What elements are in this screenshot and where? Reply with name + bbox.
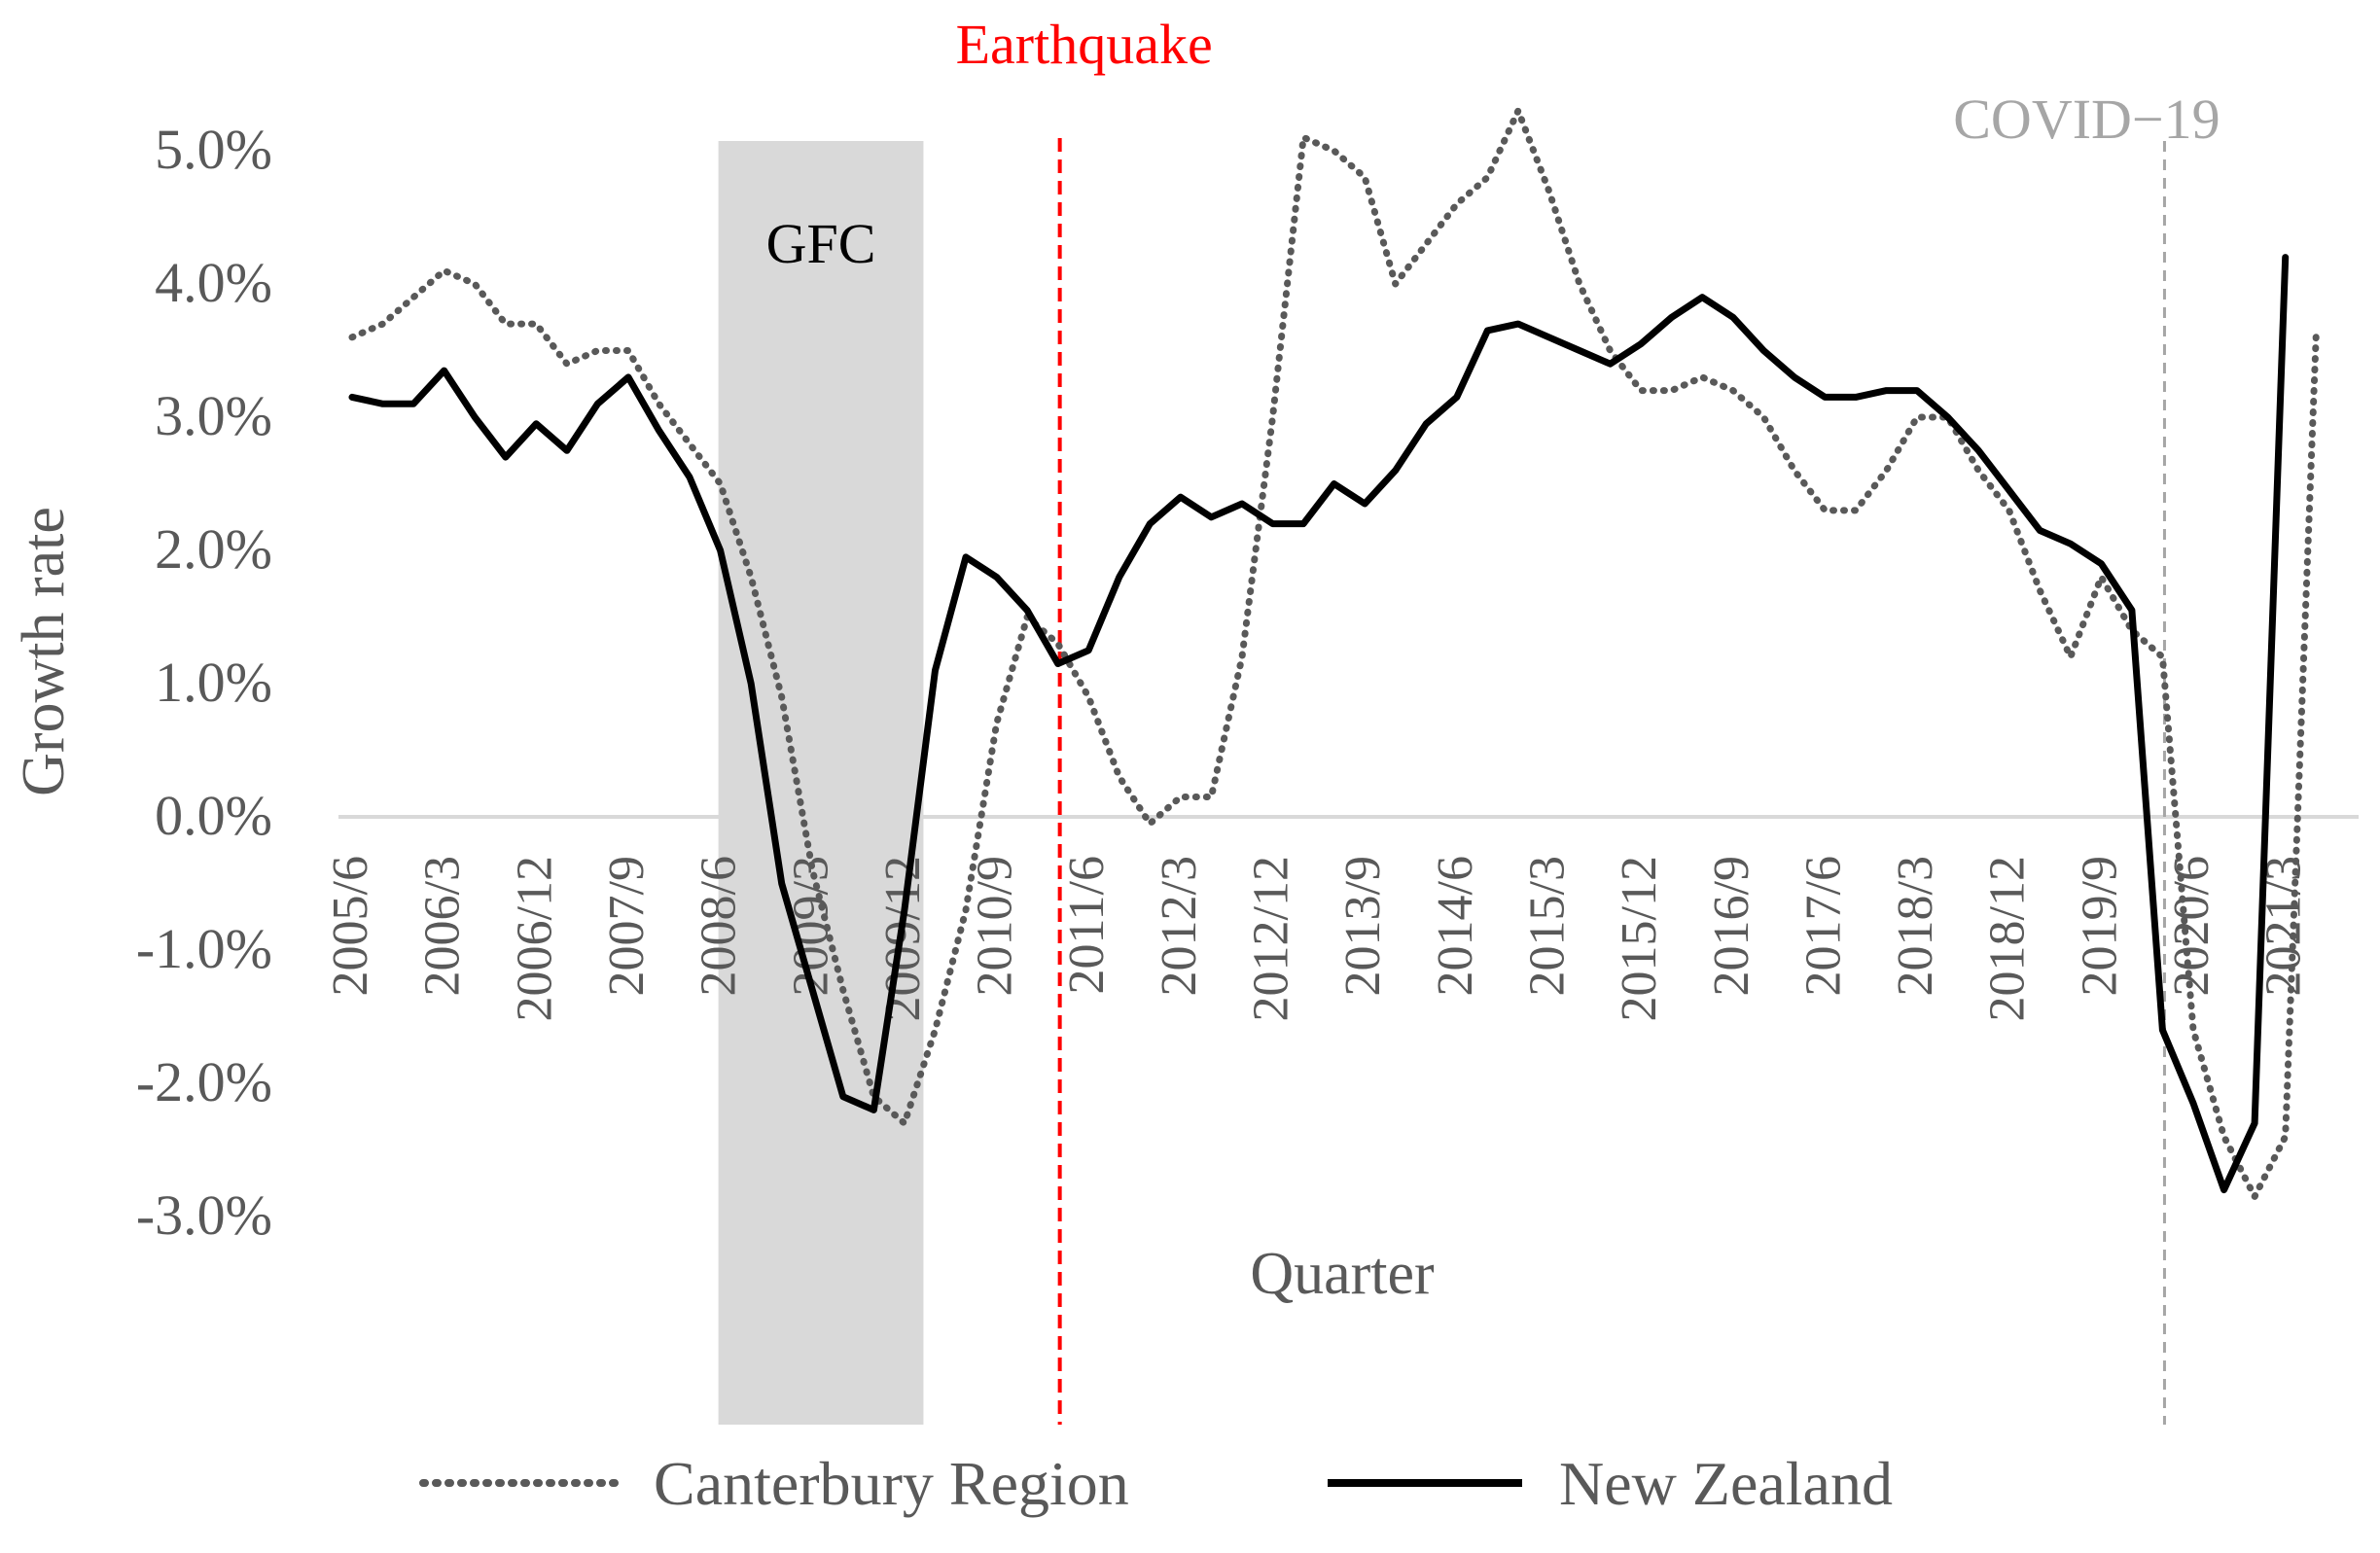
annotation-lines <box>1057 138 2166 1425</box>
series-line-new-zealand <box>348 254 2290 1194</box>
x-tick-label: 2018/12 <box>1980 856 2036 1021</box>
series-lines <box>348 107 2320 1200</box>
legend-label-canterbury: Canterbury Region <box>654 1449 1129 1518</box>
x-tick-label: 2017/6 <box>1795 856 1851 996</box>
y-tick-label: 2.0% <box>155 517 272 581</box>
x-tick-label: 2015/12 <box>1612 856 1667 1021</box>
annotation-labels: GFC Earthquake COVID−19 <box>766 13 2220 275</box>
legend: Canterbury Region New Zealand <box>419 1449 1893 1518</box>
covid-label: COVID−19 <box>1953 88 2220 151</box>
y-tick-label: -3.0% <box>136 1183 272 1247</box>
y-tick-label: 3.0% <box>155 384 272 447</box>
y-tick-label: 5.0% <box>155 118 272 181</box>
x-tick-label: 2010/9 <box>968 856 1023 996</box>
x-tick-label: 2006/3 <box>415 856 471 996</box>
x-tick-label: 2005/6 <box>323 856 378 996</box>
earthquake-label: Earthquake <box>956 13 1213 76</box>
x-tick-label: 2016/9 <box>1704 856 1759 996</box>
x-tick-label: 2006/12 <box>507 856 562 1021</box>
y-axis-ticks: 5.0% 4.0% 3.0% 2.0% 1.0% 0.0% -1.0% -2.0% -3.0% <box>136 118 272 1247</box>
x-tick-label: 2018/3 <box>1888 856 1943 996</box>
gfc-band <box>718 141 924 1425</box>
x-tick-label: 2015/3 <box>1519 856 1575 996</box>
x-axis-ticks: 2005/6 2006/3 2006/12 2007/9 2008/6 2009/3 200… <box>323 856 2312 1021</box>
y-tick-label: -1.0% <box>136 917 272 980</box>
gfc-label: GFC <box>766 212 876 275</box>
x-tick-label: 2011/6 <box>1059 856 1115 995</box>
y-tick-label: -2.0% <box>136 1050 272 1113</box>
x-tick-label: 2007/9 <box>599 856 655 996</box>
x-tick-label: 2012/12 <box>1244 856 1299 1021</box>
x-tick-label: 2013/9 <box>1335 856 1391 996</box>
x-tick-label: 2012/3 <box>1152 856 1207 996</box>
annotation-bands <box>718 141 924 1425</box>
y-tick-label: 0.0% <box>155 784 272 847</box>
x-axis-title: Quarter <box>1250 1241 1435 1307</box>
x-tick-label: 2019/9 <box>2072 856 2127 996</box>
x-tick-label: 2014/6 <box>1428 856 1483 996</box>
legend-label-new-zealand: New Zealand <box>1559 1449 1893 1518</box>
y-tick-label: 4.0% <box>155 251 272 314</box>
series-line-canterbury <box>348 107 2320 1200</box>
y-axis-title: Growth rate <box>11 507 77 796</box>
x-tick-label: 2008/6 <box>692 856 747 996</box>
y-tick-label: 1.0% <box>155 651 272 714</box>
